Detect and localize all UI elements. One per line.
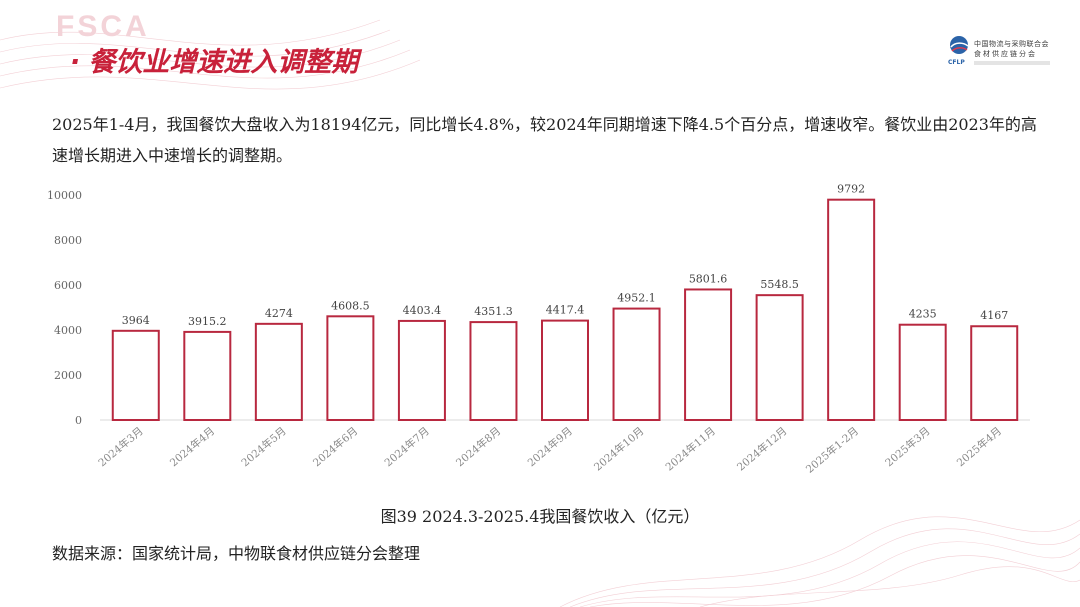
x-tick-label: 2024年6月 <box>310 424 360 469</box>
bar-value-label: 3964 <box>122 314 150 327</box>
bar <box>970 325 1019 421</box>
x-tick-label: 2024年5月 <box>239 424 289 469</box>
bar <box>827 198 876 422</box>
bar-value-label: 4417.4 <box>546 304 585 317</box>
data-source-note: 数据来源：国家统计局，中物联食材供应链分会整理 <box>52 544 421 563</box>
bar-value-label: 5548.5 <box>760 278 799 291</box>
x-tick-label: 2024年3月 <box>96 424 146 469</box>
bar-value-label: 4608.5 <box>331 299 370 312</box>
y-tick-label: 10000 <box>47 189 82 202</box>
page-title: · 餐饮业增速进入调整期 <box>70 40 358 79</box>
logo-abbreviation: CFLP <box>948 59 965 66</box>
bar-value-label: 4235 <box>909 308 937 321</box>
x-tick-label: 2024年10月 <box>591 424 646 473</box>
description-paragraph: 2025年1-4月，我国餐饮大盘收入为18194亿元，同比增长4.8%，较202… <box>52 115 1037 165</box>
bar-value-label: 5801.6 <box>689 272 728 285</box>
y-tick-label: 2000 <box>54 369 82 382</box>
bar-value-label: 9792 <box>837 183 865 196</box>
bar-chart: 0 2000 4000 6000 8000 10000 3964 2024年3月 3915.2 2… <box>47 183 1030 476</box>
bar-value-label: 4274 <box>265 307 293 320</box>
title-bullet: · <box>70 47 81 78</box>
title-text: 餐饮业增速进入调整期 <box>88 47 359 78</box>
y-tick-label: 8000 <box>54 234 82 247</box>
bar <box>612 307 661 421</box>
bar-value-label: 4351.3 <box>474 305 513 318</box>
logo-globe-icon <box>950 36 969 54</box>
x-tick-label: 2025年4月 <box>954 424 1004 469</box>
y-tick-label: 4000 <box>54 324 82 337</box>
y-tick-label: 0 <box>75 414 82 427</box>
bar <box>755 294 804 421</box>
watermark-text: FSCA <box>56 10 150 43</box>
x-tick-label: 2024年7月 <box>382 424 432 469</box>
x-tick-label: 2024年8月 <box>453 424 503 469</box>
x-tick-label: 2025年3月 <box>883 424 933 469</box>
cflp-logo: 中国物流与采购联合会 食材供应链分会 CFLP <box>946 34 1052 70</box>
logo-branch-name: 食材供应链分会 <box>974 50 1037 58</box>
bar <box>183 330 232 422</box>
bar <box>397 319 446 421</box>
bar <box>469 321 518 421</box>
x-tick-label: 2024年12月 <box>734 424 789 473</box>
bar-value-label: 4167 <box>980 309 1008 322</box>
bar <box>541 319 589 422</box>
x-tick-label: 2025年1-2月 <box>803 424 861 476</box>
chart-caption: 图39 2024.3-2025.4我国餐饮收入（亿元） <box>380 507 700 526</box>
bar <box>111 329 160 421</box>
x-tick-label: 2024年4月 <box>167 424 217 469</box>
bar <box>326 315 375 421</box>
bar-value-label: 4403.4 <box>403 304 442 317</box>
logo-org-name: 中国物流与采购联合会 <box>974 40 1049 48</box>
bar-value-label: 4952.1 <box>617 292 656 305</box>
bar <box>254 322 303 422</box>
x-tick-label: 2024年11月 <box>663 424 718 473</box>
logo-underline <box>974 61 1050 65</box>
bar-value-label: 3915.2 <box>188 315 227 328</box>
x-tick-label: 2024年9月 <box>525 424 575 469</box>
bar <box>898 323 947 421</box>
bar <box>684 288 733 421</box>
y-tick-label: 6000 <box>54 279 82 292</box>
